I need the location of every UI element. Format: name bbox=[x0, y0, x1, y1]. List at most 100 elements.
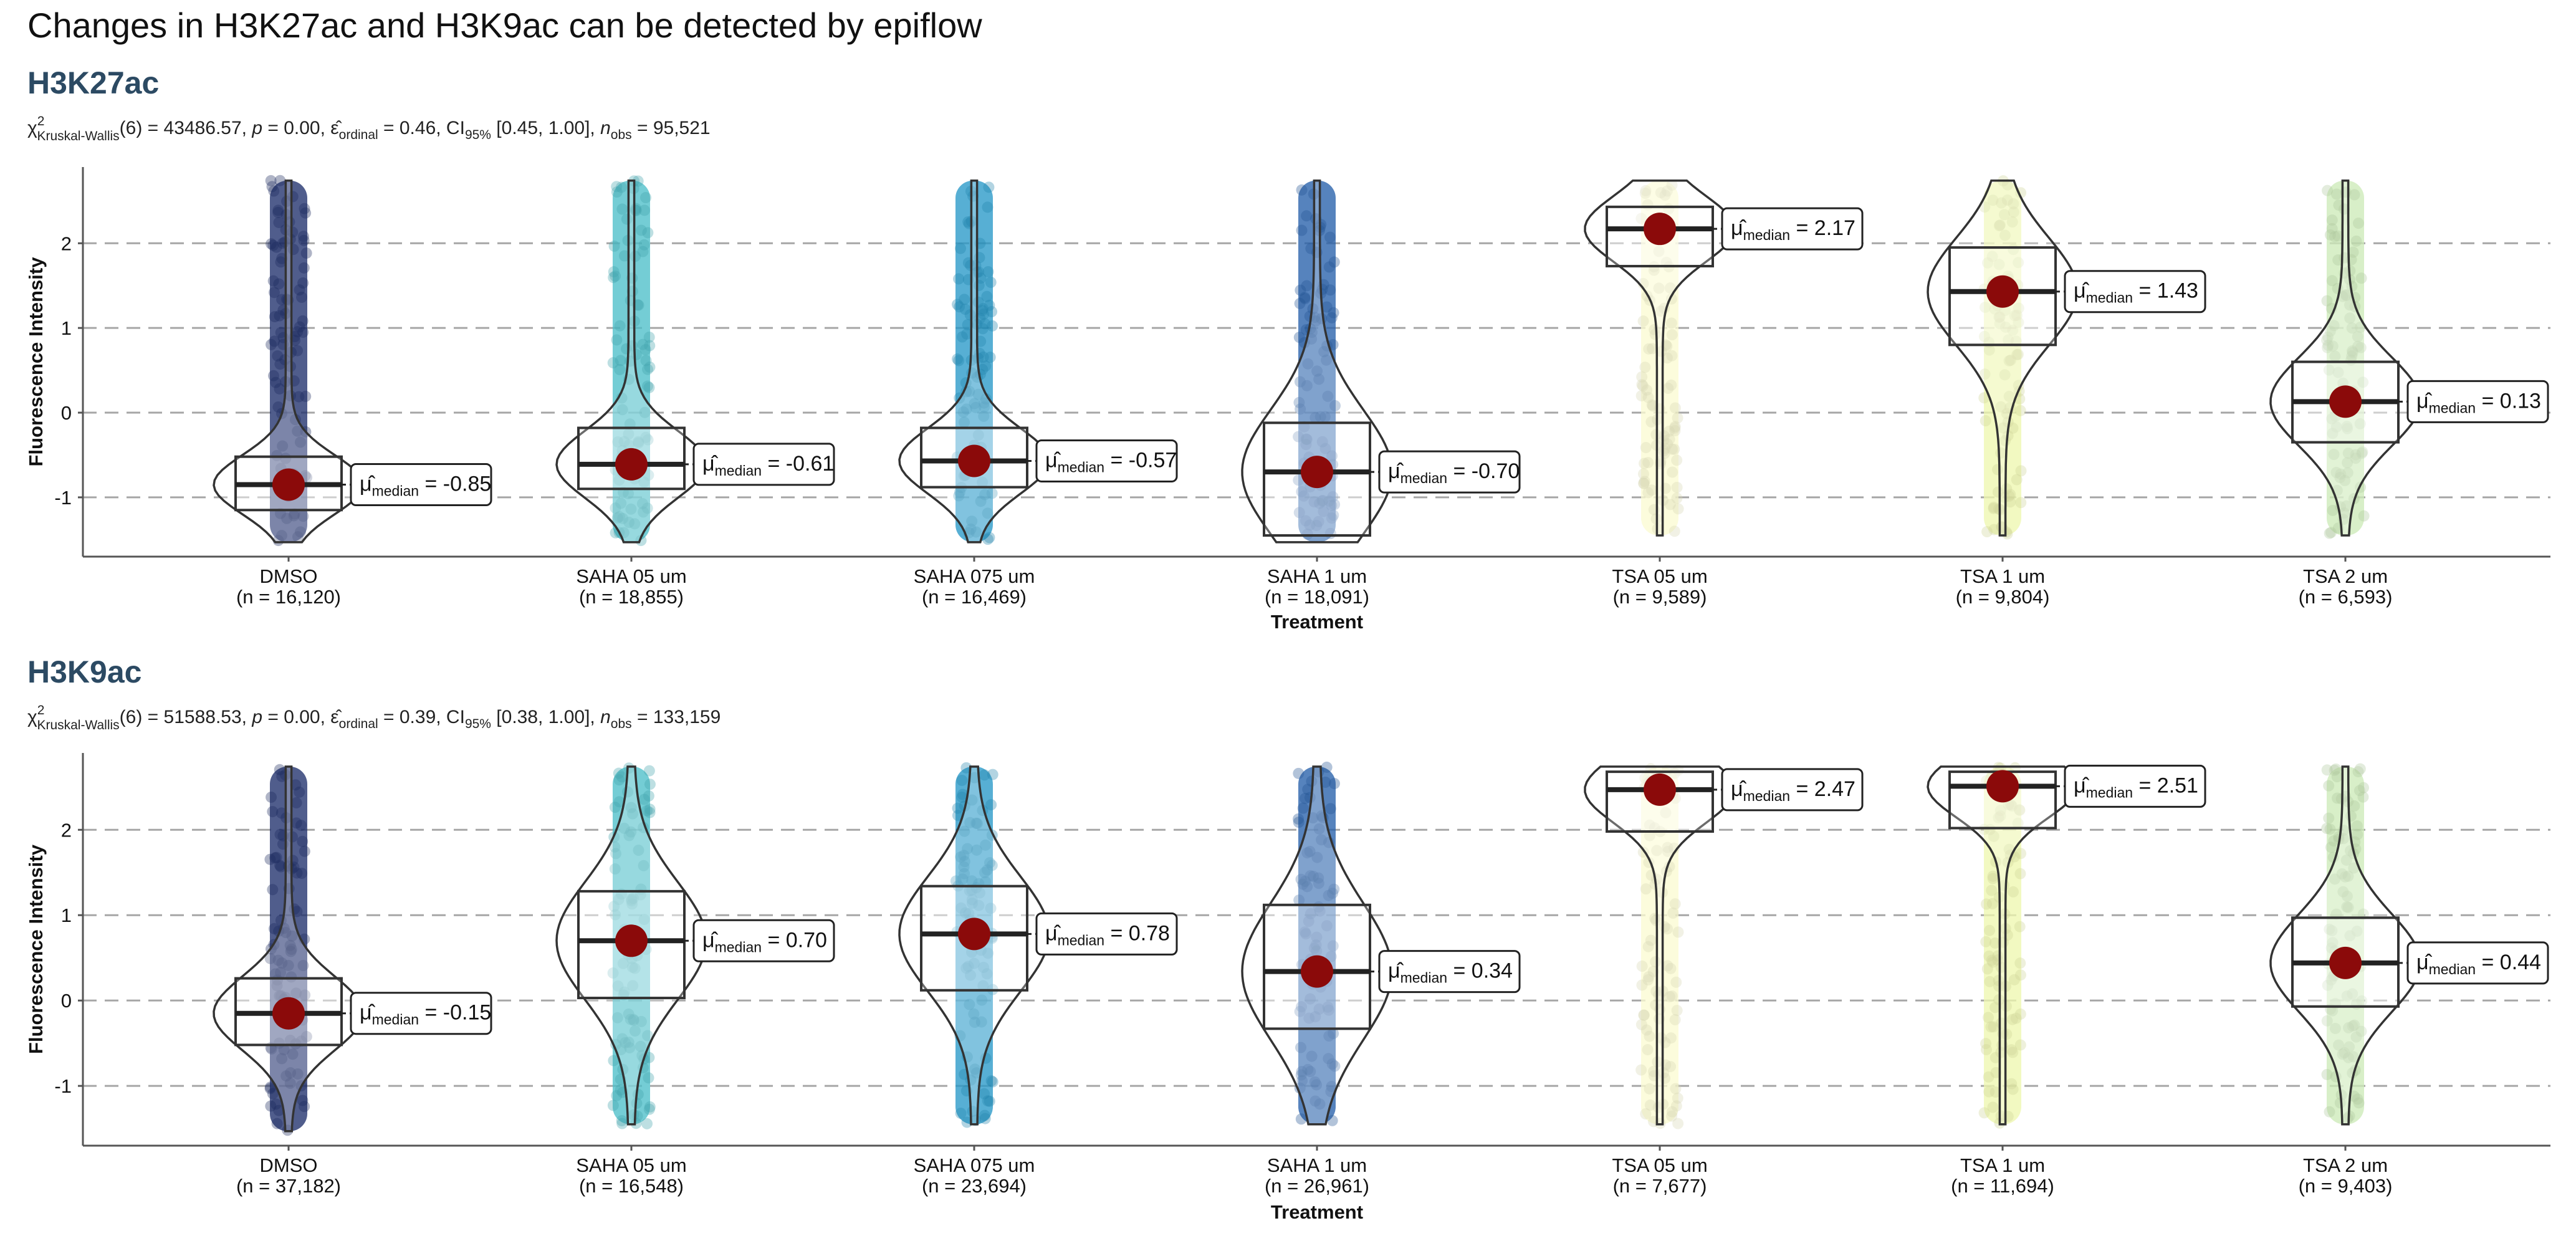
data-point bbox=[1295, 403, 1306, 415]
data-point bbox=[1301, 210, 1313, 222]
data-point bbox=[2330, 188, 2342, 200]
data-point bbox=[269, 968, 281, 980]
data-point bbox=[1642, 391, 1654, 403]
data-point bbox=[1313, 1003, 1325, 1015]
data-point bbox=[2322, 979, 2334, 991]
data-point bbox=[1635, 390, 1647, 401]
data-point bbox=[297, 315, 309, 327]
data-point bbox=[2002, 179, 2014, 191]
data-point bbox=[276, 1053, 288, 1065]
data-point bbox=[964, 309, 976, 321]
data-point bbox=[1664, 499, 1676, 510]
data-point bbox=[1299, 292, 1311, 304]
x-tick-label: TSA 05 um bbox=[1612, 1154, 1707, 1176]
data-point bbox=[644, 1101, 656, 1113]
stat-epsilon-sub: ordinal bbox=[339, 128, 378, 142]
median-label-sub: median bbox=[715, 463, 762, 479]
data-point bbox=[285, 971, 297, 983]
data-point bbox=[294, 786, 305, 798]
data-point bbox=[2352, 340, 2364, 352]
data-point bbox=[2342, 448, 2354, 459]
data-point bbox=[1669, 443, 1680, 455]
data-point bbox=[634, 1040, 646, 1052]
data-point bbox=[1308, 496, 1320, 508]
data-point bbox=[979, 1110, 990, 1121]
data-point bbox=[623, 830, 635, 841]
data-point bbox=[979, 401, 990, 413]
data-point bbox=[1311, 931, 1323, 943]
data-point bbox=[297, 277, 309, 289]
data-point bbox=[269, 311, 280, 323]
data-point bbox=[2342, 1052, 2354, 1063]
violin bbox=[1584, 765, 1736, 1126]
data-point bbox=[1987, 873, 1999, 884]
median-label: μ̂median = 0.44 bbox=[2416, 951, 2541, 977]
data-point bbox=[1978, 823, 1990, 835]
data-point bbox=[1658, 430, 1670, 442]
data-point bbox=[293, 391, 305, 403]
data-point bbox=[637, 338, 649, 350]
data-point bbox=[2004, 799, 2016, 811]
data-point bbox=[2351, 820, 2363, 832]
data-point bbox=[1665, 962, 1677, 974]
data-point bbox=[1310, 315, 1321, 327]
data-point bbox=[640, 355, 652, 367]
data-point bbox=[299, 1101, 310, 1113]
data-point bbox=[2344, 1041, 2355, 1053]
data-point bbox=[265, 175, 277, 186]
data-point bbox=[2006, 216, 2018, 228]
stat-n-sub: obs bbox=[611, 717, 632, 731]
data-point bbox=[299, 203, 310, 214]
data-point bbox=[1662, 841, 1673, 853]
x-tick-label: SAHA 1 um bbox=[1267, 1154, 1367, 1176]
median-label-value: = 2.51 bbox=[2133, 774, 2198, 797]
median-label-value: = -0.85 bbox=[419, 472, 491, 496]
data-point bbox=[966, 875, 978, 887]
median-label-value: = 2.17 bbox=[1790, 216, 1855, 240]
data-point bbox=[984, 299, 995, 311]
data-point bbox=[633, 845, 644, 856]
data-point bbox=[272, 954, 284, 966]
data-point bbox=[2329, 350, 2341, 362]
group-tsa-05-um: μ̂median = 2.47 TSA 05 um(n = 7,677) bbox=[1584, 763, 1864, 1197]
data-point bbox=[2335, 468, 2347, 480]
data-point bbox=[2007, 1047, 2019, 1058]
group-saha-05-um: μ̂median = -0.61 SAHA 05 um(n = 18,855) bbox=[555, 175, 835, 608]
data-point bbox=[275, 256, 287, 268]
data-point bbox=[1669, 1014, 1681, 1025]
data-point bbox=[1637, 380, 1649, 392]
data-point bbox=[282, 959, 294, 971]
data-point bbox=[1983, 1071, 1994, 1083]
data-point bbox=[981, 290, 993, 302]
chart-panel-h3k9ac: H3K9ac χ2 Kruskal-Wallis(6) = 51588.53, p … bbox=[25, 654, 2550, 1223]
data-point bbox=[1327, 940, 1339, 952]
median-label-box bbox=[1378, 950, 1521, 994]
data-point bbox=[1645, 416, 1657, 428]
data-point bbox=[1638, 477, 1650, 489]
stat-n-obs: = 95,521 bbox=[632, 118, 711, 138]
data-point bbox=[1666, 1110, 1678, 1122]
data-point bbox=[296, 868, 308, 880]
data-point bbox=[1328, 778, 1340, 790]
data-point bbox=[1299, 875, 1311, 887]
data-point bbox=[986, 487, 998, 499]
data-point bbox=[1293, 507, 1305, 519]
data-point bbox=[1978, 330, 1990, 342]
stat-n-symbol: n bbox=[600, 707, 611, 727]
data-point bbox=[2013, 317, 2024, 328]
data-point bbox=[972, 429, 984, 441]
data-point bbox=[1982, 257, 1994, 269]
stat-epsilon-sub: ordinal bbox=[339, 717, 378, 731]
data-point bbox=[625, 802, 637, 813]
data-point bbox=[611, 186, 623, 198]
median-point bbox=[1644, 773, 1676, 806]
data-point bbox=[297, 327, 309, 338]
data-point bbox=[982, 201, 994, 213]
data-point bbox=[983, 181, 995, 193]
data-point bbox=[2014, 969, 2026, 981]
data-point bbox=[271, 1118, 283, 1129]
x-tick-label: SAHA 1 um bbox=[1267, 565, 1367, 587]
data-point bbox=[284, 1034, 296, 1046]
data-point bbox=[2349, 189, 2360, 201]
data-point bbox=[297, 1095, 309, 1106]
